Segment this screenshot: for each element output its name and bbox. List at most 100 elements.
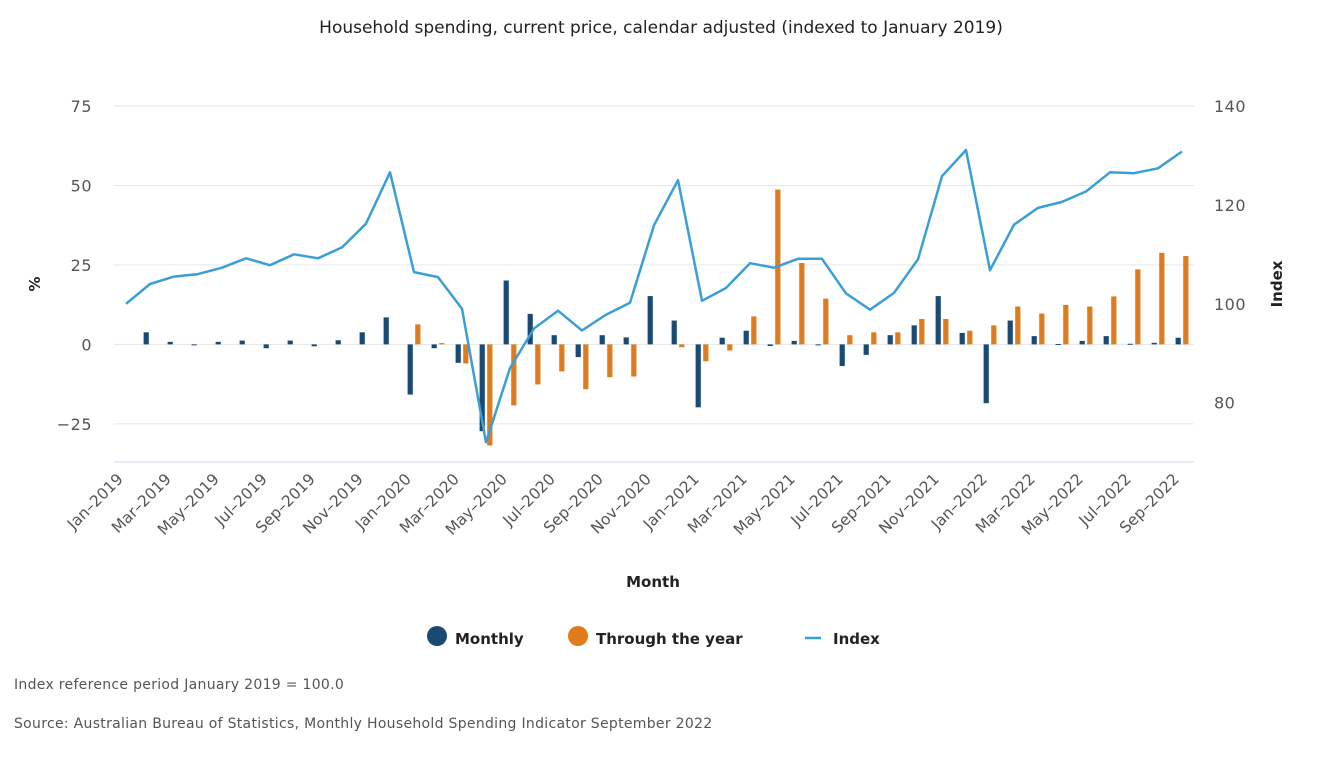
bar-monthly	[935, 296, 941, 345]
y-tick-label-left: 0	[81, 335, 92, 354]
bar-through-the-year	[1135, 269, 1141, 345]
bar-through-the-year	[943, 318, 949, 345]
bar-monthly	[983, 344, 989, 404]
y-tick-label-right: 140	[1214, 97, 1246, 116]
legend-label: Monthly	[455, 630, 524, 648]
x-axis-title: Month	[626, 573, 680, 591]
bar-monthly	[1103, 336, 1109, 345]
bar-monthly	[1031, 336, 1037, 345]
bar-monthly	[503, 280, 509, 345]
y-tick-label-left: 75	[71, 97, 92, 116]
legend-marker	[568, 626, 588, 646]
bar-monthly	[1127, 343, 1133, 345]
bar-through-the-year	[487, 344, 493, 446]
bar-monthly	[911, 325, 917, 345]
y-tick-label-right: 80	[1214, 394, 1235, 413]
y-tick-label-right: 100	[1214, 295, 1246, 314]
bar-through-the-year	[727, 344, 733, 351]
bar-monthly	[335, 340, 341, 345]
bar-monthly	[695, 344, 701, 408]
bar-monthly	[407, 344, 413, 395]
bar-through-the-year	[511, 344, 517, 406]
x-axis: Jan–2019Mar–2019May–2019Jul–2019Sep–2019…	[63, 470, 1183, 539]
bar-through-the-year	[559, 344, 565, 372]
bar-monthly	[455, 344, 461, 363]
bar-monthly	[263, 344, 269, 349]
bar-through-the-year	[1015, 306, 1021, 345]
bar-through-the-year	[991, 325, 997, 345]
gridlines	[114, 105, 1194, 463]
bar-through-the-year	[439, 343, 445, 345]
bar-through-the-year	[463, 344, 469, 364]
legend-label: Through the year	[596, 630, 743, 648]
bar-through-the-year	[967, 330, 973, 345]
bar-through-the-year	[415, 324, 421, 345]
bar-through-the-year	[895, 332, 901, 345]
y-tick-label-right: 120	[1214, 196, 1246, 215]
chart-title: Household spending, current price, calen…	[319, 18, 1003, 38]
bar-monthly	[1175, 337, 1181, 345]
legend-marker	[427, 626, 447, 646]
bar-monthly	[1079, 340, 1085, 345]
chart: Household spending, current price, calen…	[26, 18, 1286, 648]
index-line-series	[125, 148, 1183, 444]
bar-through-the-year	[1159, 252, 1165, 345]
bar-monthly	[959, 332, 965, 345]
bar-through-the-year	[1183, 256, 1189, 345]
bar-monthly	[599, 335, 605, 345]
bar-monthly	[527, 313, 533, 345]
bar-monthly	[1151, 342, 1157, 345]
bar-monthly	[623, 337, 629, 345]
bar-through-the-year	[751, 316, 757, 345]
bar-through-the-year	[703, 344, 709, 362]
bar-through-the-year	[871, 332, 877, 345]
bar-monthly	[431, 344, 437, 349]
y-axis-left: −25 0 25 50 75	[57, 97, 92, 434]
bar-monthly	[551, 335, 557, 345]
index-reference-note: Index reference period January 2019 = 10…	[14, 677, 345, 693]
y-tick-label-left: −25	[57, 415, 92, 434]
bar-monthly	[887, 335, 893, 345]
bar-monthly	[383, 317, 389, 345]
bar-through-the-year	[919, 318, 925, 345]
bar-monthly	[359, 332, 365, 345]
bar-monthly	[239, 340, 245, 345]
bar-monthly	[1007, 320, 1013, 345]
bar-through-the-year	[799, 263, 805, 345]
bar-through-the-year	[823, 298, 829, 345]
bar-through-the-year	[631, 344, 637, 377]
bar-through-the-year	[583, 344, 589, 390]
y-tick-label-left: 50	[71, 176, 92, 195]
legend: Monthly Through the year Index	[427, 626, 880, 648]
bar-monthly	[839, 344, 845, 367]
bar-monthly	[479, 344, 485, 432]
bar-through-the-year	[607, 344, 613, 378]
bar-monthly	[791, 340, 797, 345]
source-note: Source: Australian Bureau of Statistics,…	[14, 716, 713, 732]
y-axis-left-title: %	[26, 276, 44, 291]
y-axis-right: 80 100 120 140	[1214, 97, 1246, 413]
bar-monthly	[287, 340, 293, 345]
bar-monthly	[743, 330, 749, 345]
legend-label: Index	[833, 630, 880, 648]
bar-through-the-year	[1063, 304, 1069, 345]
index-line	[125, 148, 1183, 444]
bar-through-the-year	[1111, 296, 1117, 345]
bar-monthly	[647, 296, 653, 345]
bar-series	[143, 189, 1189, 446]
bar-monthly	[719, 337, 725, 345]
bar-monthly	[143, 332, 149, 345]
bar-monthly	[767, 344, 773, 346]
bar-monthly	[863, 344, 869, 355]
bar-through-the-year	[679, 344, 685, 348]
bar-through-the-year	[847, 335, 853, 345]
bar-monthly	[191, 344, 197, 346]
bar-monthly	[671, 320, 677, 345]
y-axis-right-title: Index	[1268, 260, 1286, 307]
bar-monthly	[311, 344, 317, 347]
bar-monthly	[815, 344, 821, 346]
bar-monthly	[215, 341, 221, 345]
bar-monthly	[575, 344, 581, 358]
y-tick-label-left: 25	[71, 256, 92, 275]
bar-through-the-year	[535, 344, 541, 385]
